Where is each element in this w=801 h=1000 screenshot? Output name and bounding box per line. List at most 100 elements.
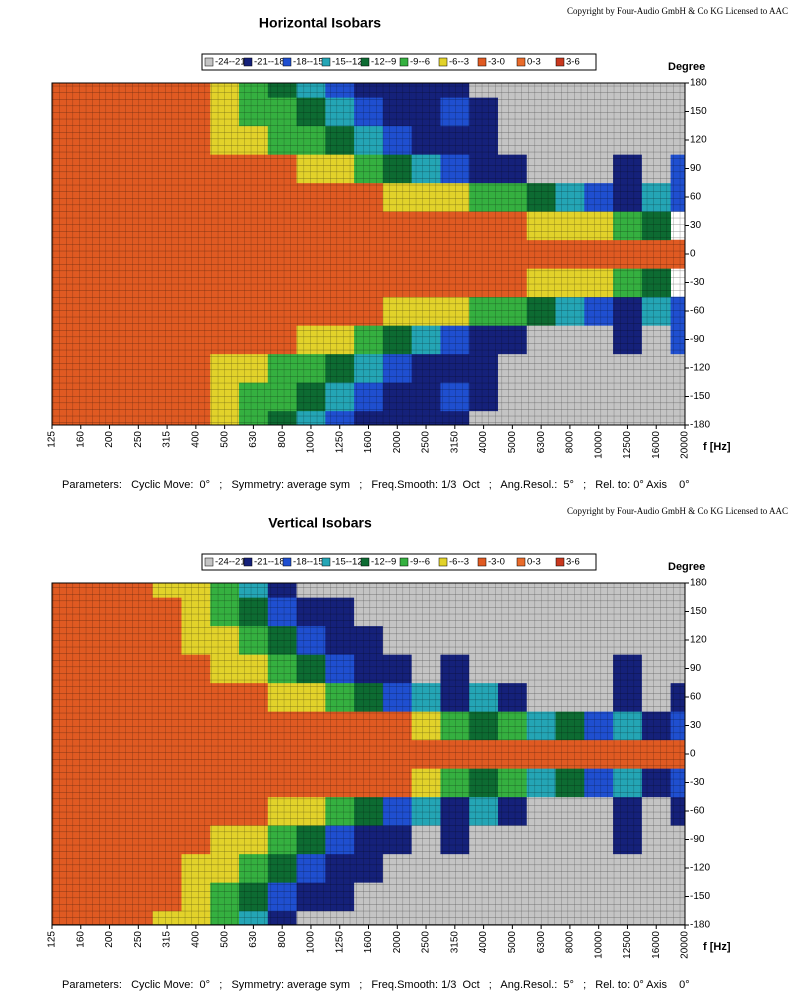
legend-swatch	[399, 557, 409, 567]
y-tick-label: -150	[690, 891, 710, 902]
x-tick-label: 6300	[536, 431, 547, 454]
legend-swatch	[282, 557, 292, 567]
legend-swatch	[243, 557, 253, 567]
legend-label: -15--12	[332, 57, 363, 68]
legend-label: -18--15	[293, 557, 324, 568]
y-tick-label: -120	[690, 863, 710, 874]
y-tick-label: -120	[690, 363, 710, 374]
legend-label: -6--3	[449, 557, 469, 568]
x-tick-label: 250	[133, 931, 144, 948]
x-tick-label: 2500	[421, 931, 432, 954]
legend-label: -18--15	[293, 57, 324, 68]
y-tick-label: 180	[690, 78, 707, 89]
y-tick-label: 30	[690, 720, 702, 731]
legend-swatch	[477, 57, 487, 67]
copyright: Copyright by Four-Audio GmbH & Co KG Lic…	[567, 6, 788, 16]
x-tick-label: 2500	[421, 431, 432, 454]
x-tick-label: 10000	[593, 931, 604, 959]
legend-swatch	[477, 557, 487, 567]
x-tick-label: 2000	[392, 931, 403, 954]
y-tick-label: -90	[690, 834, 705, 845]
x-tick-label: 500	[219, 431, 230, 448]
legend-swatch	[282, 57, 292, 67]
legend-label: 3-6	[566, 57, 580, 68]
x-axis-label: f [Hz]	[703, 941, 731, 953]
x-tick-label: 630	[248, 931, 259, 948]
y-axis-label: Degree	[668, 561, 705, 573]
x-tick-label: 8000	[565, 931, 576, 954]
y-tick-label: -180	[690, 920, 710, 931]
y-tick-label: -90	[690, 334, 705, 345]
x-tick-label: 16000	[651, 431, 662, 459]
legend-swatch	[438, 57, 448, 67]
parameters: Parameters: Cyclic Move: 0° ; Symmetry: …	[62, 979, 690, 991]
x-tick-label: 12500	[622, 931, 633, 959]
x-tick-label: 315	[162, 931, 173, 948]
legend-swatch	[360, 557, 370, 567]
legend-label: -6--3	[449, 57, 469, 68]
legend-swatch	[204, 557, 214, 567]
y-tick-label: 0	[690, 249, 696, 260]
x-tick-label: 10000	[593, 431, 604, 459]
y-tick-label: 90	[690, 163, 702, 174]
legend-label: -9--6	[410, 57, 430, 68]
legend-swatch	[399, 57, 409, 67]
legend-label: -21--18	[254, 557, 285, 568]
x-tick-label: 160	[75, 931, 86, 948]
x-tick-label: 250	[133, 431, 144, 448]
x-tick-label: 500	[219, 931, 230, 948]
x-tick-label: 20000	[680, 931, 691, 959]
chart-title: Vertical Isobars	[268, 515, 372, 531]
legend-label: -12--9	[371, 557, 396, 568]
x-axis-label: f [Hz]	[703, 441, 731, 453]
legend-label: 0-3	[527, 57, 541, 68]
y-tick-label: -30	[690, 777, 705, 788]
legend-swatch	[555, 57, 565, 67]
x-tick-label: 1250	[334, 931, 345, 954]
legend-swatch	[516, 557, 526, 567]
fine-grid	[52, 83, 685, 425]
y-tick-label: 60	[690, 192, 702, 203]
legend-swatch	[204, 57, 214, 67]
x-tick-label: 12500	[622, 431, 633, 459]
y-tick-label: 180	[690, 578, 707, 589]
legend-swatch	[438, 557, 448, 567]
y-tick-label: 60	[690, 692, 702, 703]
y-tick-label: -60	[690, 306, 705, 317]
legend-label: -3-0	[488, 57, 505, 68]
legend-swatch	[321, 57, 331, 67]
legend-label: -3-0	[488, 557, 505, 568]
x-tick-label: 3150	[449, 931, 460, 954]
x-tick-label: 16000	[651, 931, 662, 959]
legend-swatch	[360, 57, 370, 67]
legend-swatch	[321, 557, 331, 567]
x-tick-label: 200	[104, 931, 115, 948]
x-tick-label: 6300	[536, 931, 547, 954]
x-tick-label: 1250	[334, 431, 345, 454]
x-tick-label: 2000	[392, 431, 403, 454]
y-tick-label: 0	[690, 749, 696, 760]
x-tick-label: 3150	[449, 431, 460, 454]
legend: -24--21 -21--18 -18--15 -15--12 -12--9 -9--6 -…	[201, 553, 597, 571]
legend-swatch	[516, 57, 526, 67]
y-tick-label: 120	[690, 135, 707, 146]
legend-label: 3-6	[566, 557, 580, 568]
y-tick-label: -150	[690, 391, 710, 402]
fine-grid	[52, 583, 685, 925]
y-tick-label: 150	[690, 106, 707, 117]
x-tick-label: 1600	[363, 431, 374, 454]
legend: -24--21 -21--18 -18--15 -15--12 -12--9 -9--6 -…	[201, 53, 597, 71]
legend-swatch	[243, 57, 253, 67]
chart-title: Horizontal Isobars	[259, 15, 381, 31]
x-tick-label: 1000	[306, 931, 317, 954]
legend-label: -9--6	[410, 557, 430, 568]
x-tick-label: 400	[191, 431, 202, 448]
x-tick-label: 5000	[507, 431, 518, 454]
x-tick-label: 4000	[478, 431, 489, 454]
x-tick-label: 4000	[478, 931, 489, 954]
y-tick-label: 150	[690, 606, 707, 617]
y-tick-label: -180	[690, 420, 710, 431]
legend-label: -24--21	[215, 57, 246, 68]
x-tick-label: 315	[162, 431, 173, 448]
